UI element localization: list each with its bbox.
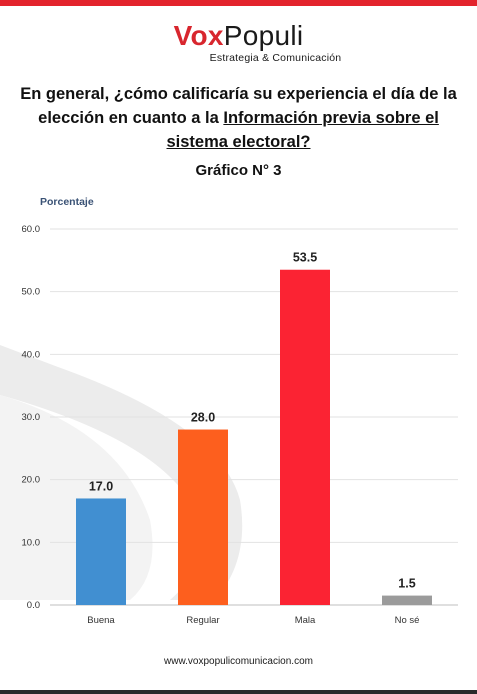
- x-tick-label: No sé: [395, 615, 420, 626]
- x-tick-label: Buena: [87, 615, 115, 626]
- footer-url: www.voxpopulicomunicacion.com: [164, 656, 313, 667]
- top-accent-bar: [0, 0, 477, 6]
- logo-populi-text: Populi: [223, 20, 304, 51]
- x-tick-label: Regular: [186, 615, 219, 626]
- y-tick-label: 10.0: [22, 537, 41, 548]
- data-label: 17.0: [89, 479, 113, 493]
- voxpopuli-logo: VoxPopuli Estrategia & Comunicación: [0, 20, 477, 64]
- y-tick-label: 20.0: [22, 475, 41, 486]
- y-tick-label: 60.0: [22, 224, 41, 235]
- bar: [178, 429, 228, 605]
- data-label: 1.5: [398, 577, 415, 591]
- y-tick-label: 30.0: [22, 412, 41, 423]
- logo-tagline: Estrategia & Comunicación: [209, 52, 342, 64]
- data-label: 53.5: [293, 251, 317, 265]
- chart-subtitle: Gráfico N° 3: [195, 162, 282, 179]
- bar: [280, 269, 330, 605]
- bar: [76, 498, 126, 605]
- y-tick-label: 50.0: [22, 287, 41, 298]
- bottom-bar: [0, 690, 477, 694]
- y-tick-label: 0.0: [27, 600, 40, 611]
- data-label: 28.0: [191, 411, 215, 425]
- question-title: En general, ¿cómo calificaría su experie…: [8, 82, 469, 154]
- question-prefix: En general, ¿cómo calificaría su experie…: [20, 85, 457, 127]
- x-tick-label: Mala: [295, 615, 316, 626]
- logo-vox-text: Vox: [173, 20, 224, 51]
- question-highlight: Información previa sobre el sistema elec…: [166, 109, 439, 151]
- bar: [382, 595, 432, 605]
- y-axis-label: Porcentaje: [40, 196, 94, 208]
- y-tick-label: 40.0: [22, 349, 41, 360]
